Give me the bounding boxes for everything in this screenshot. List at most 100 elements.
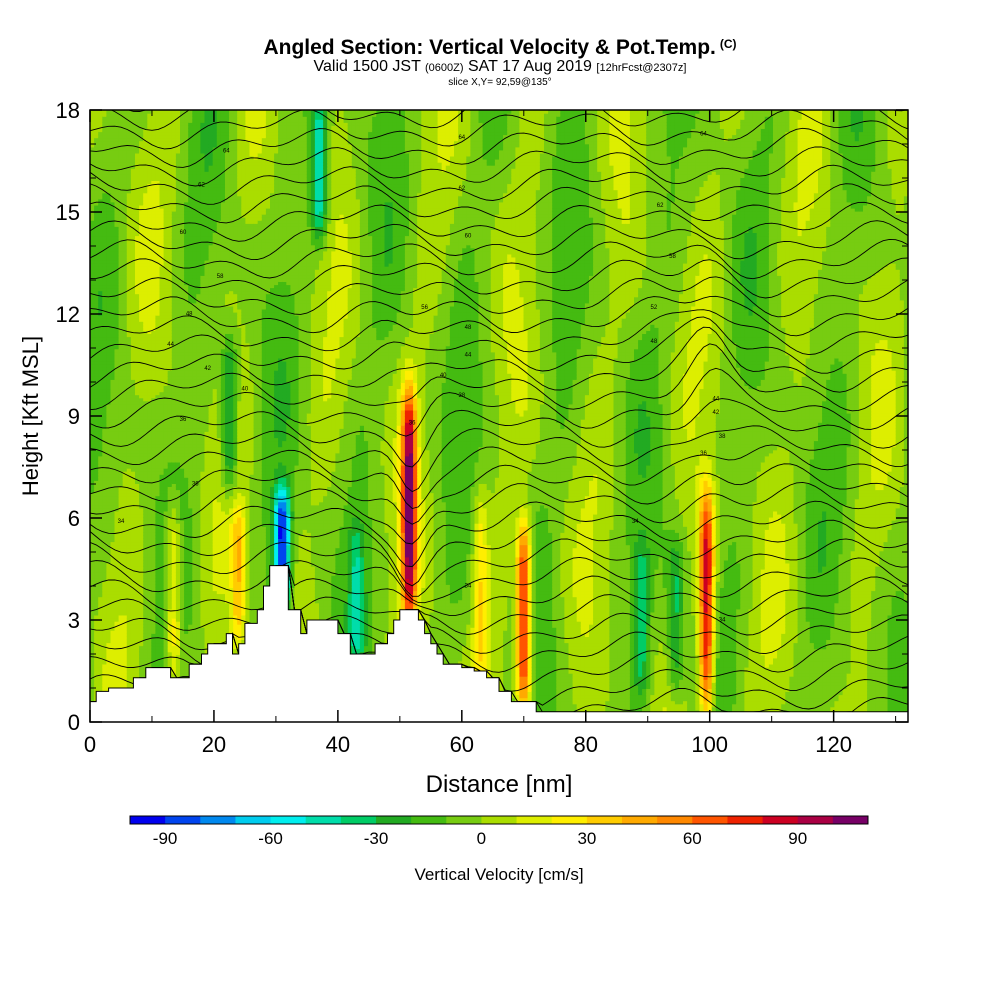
velocity-cell — [139, 657, 144, 662]
velocity-cell — [106, 443, 112, 448]
velocity-cell — [130, 308, 136, 313]
velocity-cell — [98, 670, 103, 674]
velocity-cell — [114, 174, 120, 178]
velocity-cell — [102, 572, 107, 576]
velocity-cell — [98, 241, 103, 246]
velocity-cell — [106, 507, 112, 512]
velocity-cell — [114, 373, 120, 377]
velocity-cell — [90, 513, 95, 518]
velocity-cell — [114, 618, 120, 622]
velocity-cell — [122, 461, 128, 466]
velocity-cell — [106, 587, 112, 592]
velocity-cell — [98, 342, 103, 347]
velocity-cell — [130, 330, 136, 334]
velocity-cell — [118, 312, 124, 316]
velocity-cell — [110, 394, 116, 399]
velocity-cell — [139, 584, 144, 588]
velocity-cell — [122, 587, 128, 592]
velocity-cell — [102, 627, 107, 631]
velocity-cell — [98, 682, 103, 686]
velocity-cell — [114, 556, 120, 561]
velocity-cell — [114, 611, 120, 616]
velocity-cell — [130, 253, 136, 258]
velocity-cell — [110, 660, 116, 665]
velocity-cell — [126, 232, 132, 237]
velocity-cell — [110, 318, 116, 322]
velocity-cell — [114, 654, 120, 659]
velocity-cell — [126, 162, 132, 166]
velocity-cell — [114, 602, 120, 607]
velocity-cell — [106, 468, 112, 472]
velocity-cell — [114, 492, 120, 497]
velocity-cell — [110, 241, 116, 246]
velocity-cell — [114, 211, 120, 215]
velocity-cell — [126, 269, 132, 273]
velocity-cell — [130, 327, 136, 331]
velocity-cell — [130, 596, 136, 601]
velocity-cell — [126, 137, 132, 142]
chart-title: Angled Section: Vertical Velocity & Pot.… — [0, 36, 1000, 60]
velocity-cell — [106, 569, 112, 573]
velocity-cell — [114, 367, 120, 371]
velocity-cell — [135, 651, 140, 656]
velocity-cell — [114, 455, 120, 460]
velocity-cell — [106, 342, 112, 347]
velocity-cell — [118, 189, 124, 194]
velocity-cell — [122, 119, 128, 123]
velocity-cell — [102, 633, 107, 637]
velocity-cell — [122, 302, 128, 307]
velocity-cell — [122, 593, 128, 598]
velocity-cell — [126, 590, 132, 595]
velocity-cell — [102, 465, 107, 469]
velocity-cell — [122, 670, 128, 674]
velocity-cell — [90, 596, 95, 601]
velocity-cell — [118, 214, 124, 218]
velocity-cell — [106, 357, 112, 362]
velocity-cell — [114, 302, 120, 307]
velocity-cell — [98, 198, 103, 203]
velocity-cell — [114, 370, 120, 374]
velocity-cell — [94, 220, 99, 224]
velocity-cell — [90, 694, 95, 699]
velocity-cell — [135, 266, 140, 270]
velocity-cell — [94, 648, 99, 653]
velocity-cell — [122, 474, 128, 478]
velocity-cell — [114, 425, 120, 429]
velocity-cell — [122, 134, 128, 139]
velocity-cell — [114, 562, 120, 567]
velocity-cell — [110, 670, 116, 674]
velocity-cell — [118, 131, 124, 136]
velocity-cell — [135, 351, 140, 356]
velocity-cell — [114, 220, 120, 224]
velocity-cell — [106, 471, 112, 475]
velocity-cell — [130, 477, 136, 481]
velocity-cell — [94, 419, 99, 423]
velocity-cell — [90, 302, 95, 307]
velocity-cell — [102, 342, 107, 347]
velocity-cell — [102, 409, 107, 414]
velocity-cell — [130, 345, 136, 350]
velocity-cell — [98, 507, 103, 512]
velocity-cell — [135, 400, 140, 405]
velocity-cell — [130, 599, 136, 604]
velocity-cell — [135, 244, 140, 249]
velocity-cell — [102, 281, 107, 286]
velocity-cell — [98, 171, 103, 175]
velocity-cell — [126, 611, 132, 616]
velocity-cell — [102, 192, 107, 197]
velocity-cell — [110, 565, 116, 570]
velocity-cell — [130, 422, 136, 426]
velocity-cell — [106, 211, 112, 215]
velocity-cell — [118, 614, 124, 619]
velocity-cell — [94, 412, 99, 417]
velocity-cell — [102, 327, 107, 331]
velocity-cell — [94, 605, 99, 610]
velocity-cell — [106, 385, 112, 390]
velocity-cell — [110, 461, 116, 466]
velocity-cell — [102, 611, 107, 616]
velocity-cell — [106, 152, 112, 157]
velocity-cell — [122, 330, 128, 334]
velocity-cell — [135, 143, 140, 148]
velocity-cell — [98, 422, 103, 426]
velocity-cell — [106, 321, 112, 325]
